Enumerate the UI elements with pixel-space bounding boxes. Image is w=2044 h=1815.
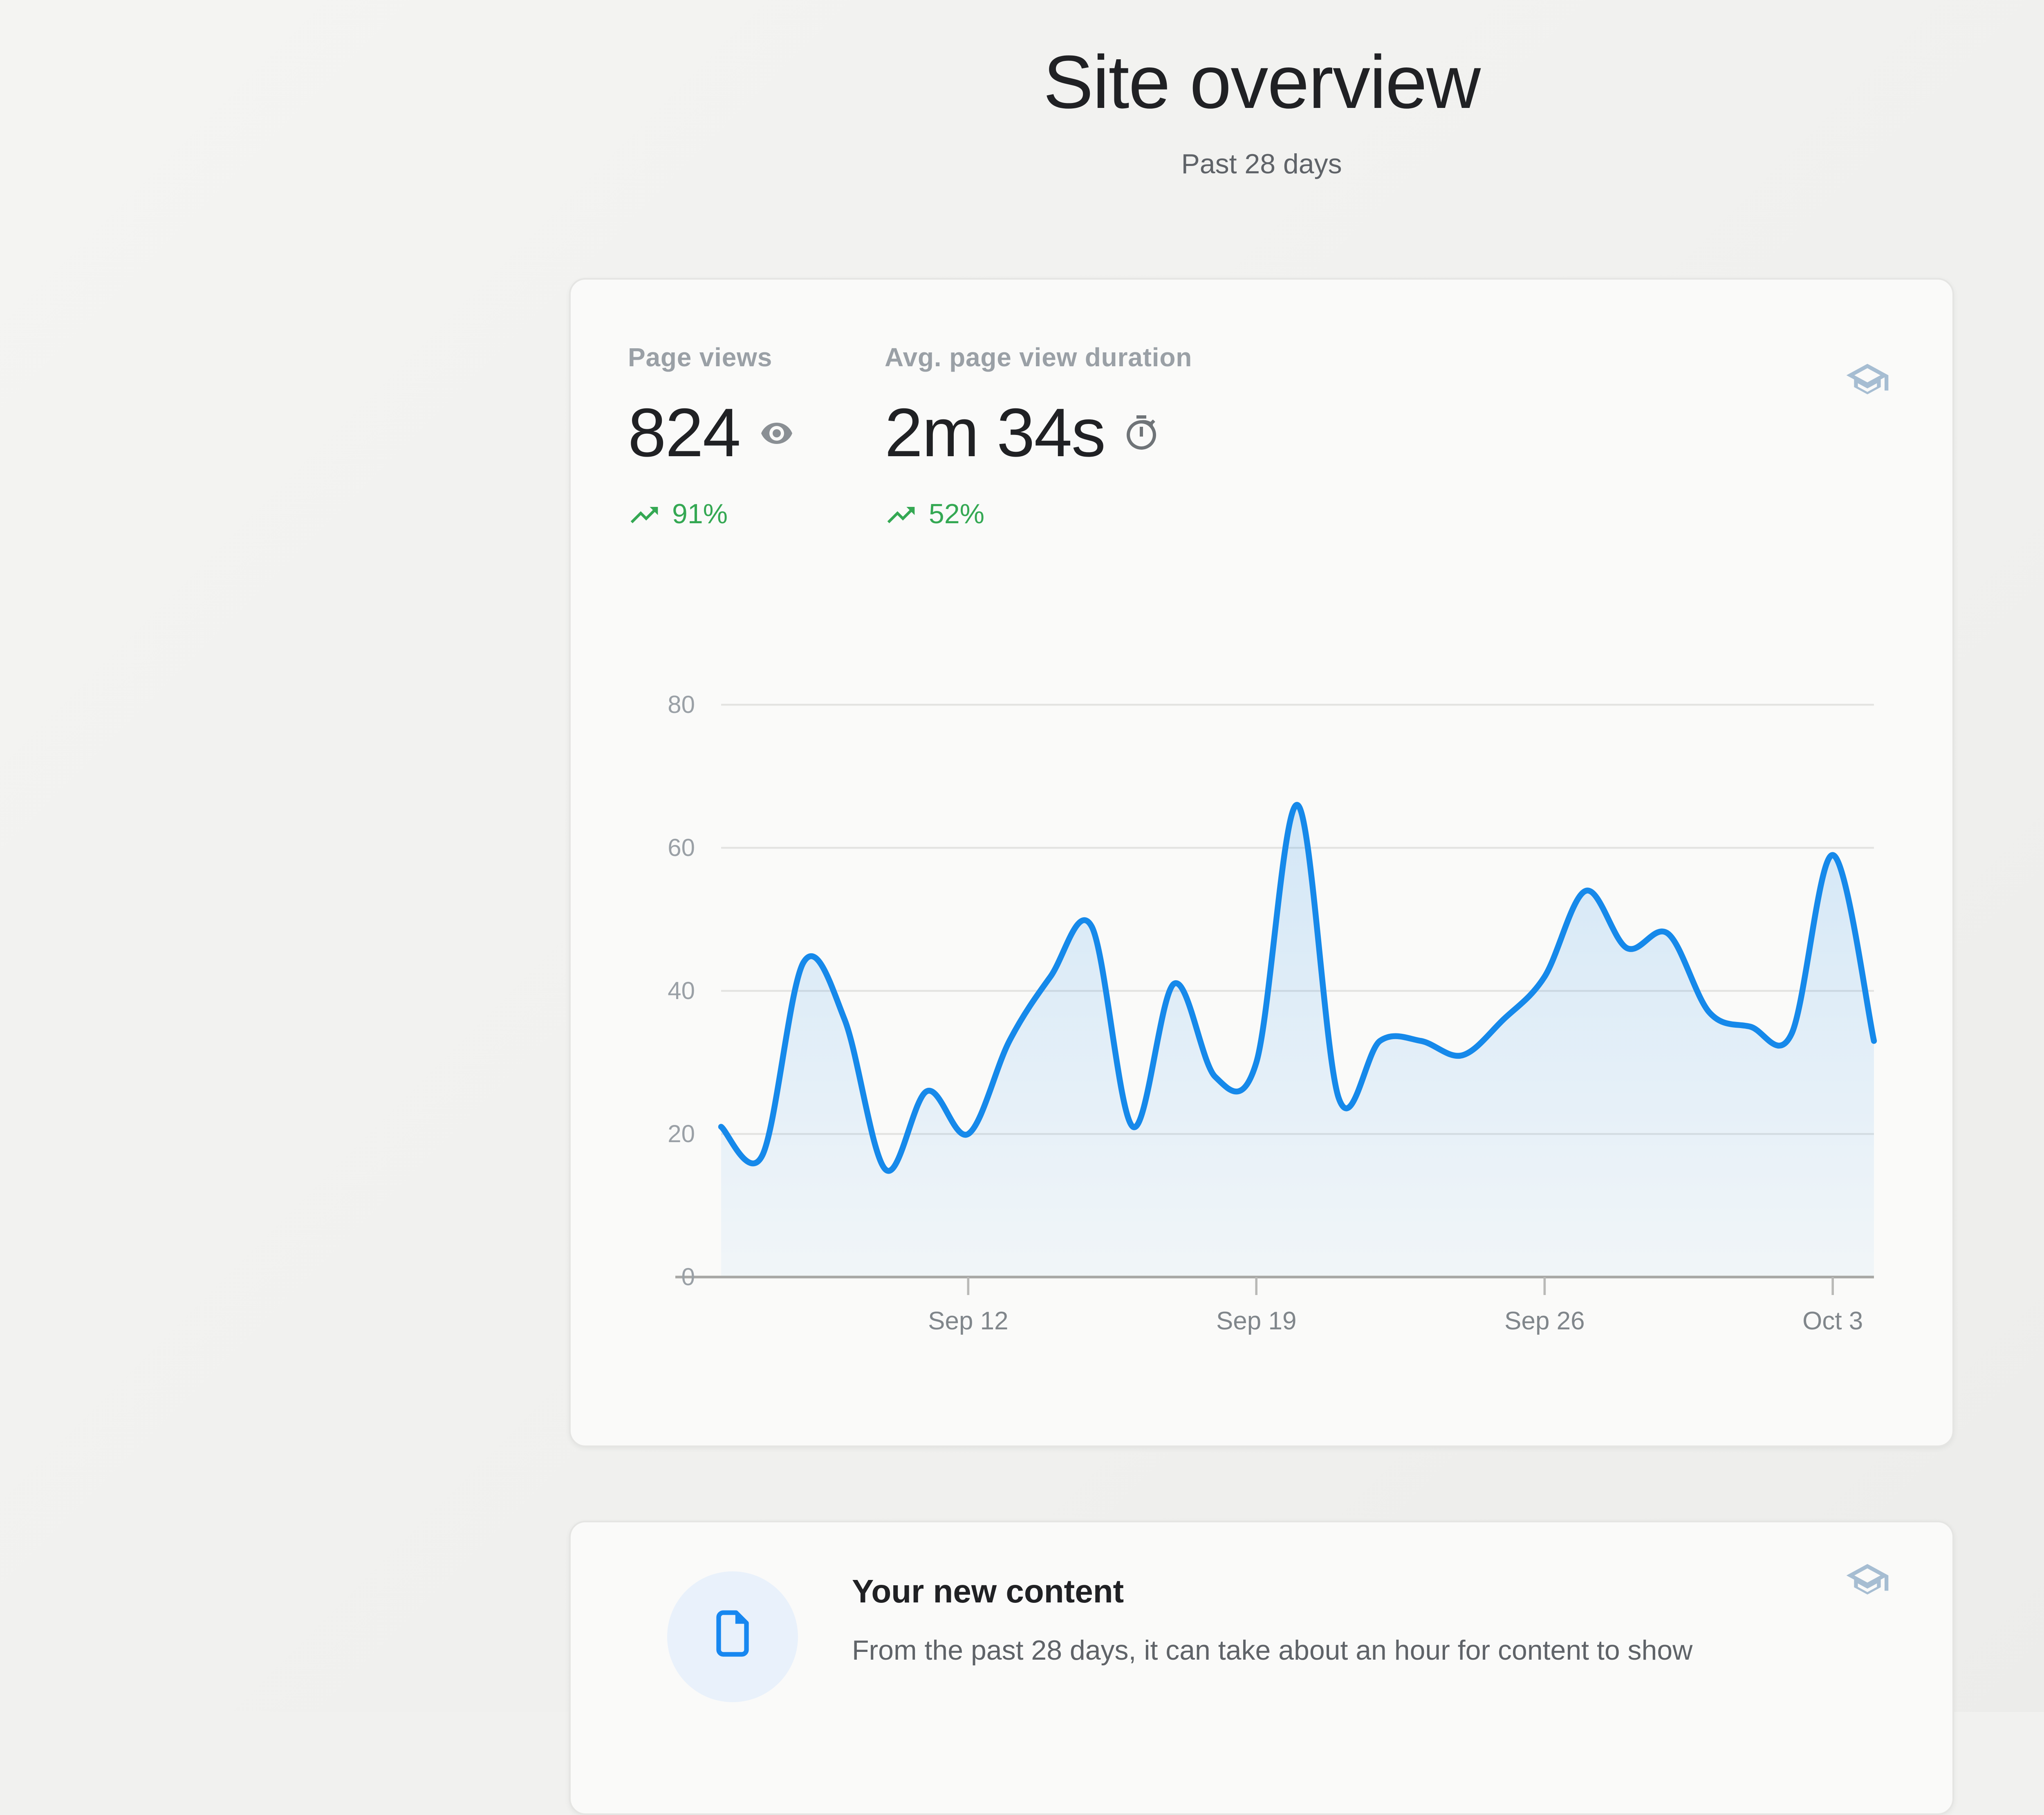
stat-page-views[interactable]: Page views 824 91% bbox=[628, 345, 796, 531]
trending-up-icon bbox=[885, 499, 917, 531]
page-subtitle: Past 28 days bbox=[1181, 148, 1342, 180]
new-content-description: From the past 28 days, it can take about… bbox=[852, 1635, 1693, 1666]
svg-text:40: 40 bbox=[668, 977, 695, 1004]
svg-text:Sep 26: Sep 26 bbox=[1504, 1307, 1585, 1335]
document-icon-circle bbox=[667, 1571, 798, 1702]
stat-value: 2m 34s bbox=[885, 394, 1106, 471]
stat-change: 52% bbox=[929, 499, 985, 530]
page-views-chart-svg[interactable]: Sep 12 Sep 19 Sep 26 Oct 3 0 20 40 60 80 bbox=[631, 680, 1890, 1351]
stat-avg-page-view-duration[interactable]: Avg. page view duration 2m 34s 52% bbox=[885, 345, 1192, 531]
svg-text:60: 60 bbox=[668, 834, 695, 861]
page-title: Site overview bbox=[1043, 39, 1481, 124]
svg-text:80: 80 bbox=[668, 691, 695, 718]
trending-up-icon bbox=[628, 499, 661, 531]
page-views-chart[interactable]: Sep 12 Sep 19 Sep 26 Oct 3 0 20 40 60 80 bbox=[631, 680, 1890, 1351]
svg-text:0: 0 bbox=[681, 1263, 695, 1291]
document-icon bbox=[705, 1605, 760, 1669]
your-new-content-card: Your new content From the past 28 days, … bbox=[569, 1521, 1954, 1815]
stat-label: Avg. page view duration bbox=[885, 345, 1192, 373]
graduation-cap-icon[interactable] bbox=[1845, 358, 1890, 404]
stopwatch-icon bbox=[1121, 414, 1161, 453]
svg-text:Sep 19: Sep 19 bbox=[1216, 1307, 1297, 1335]
svg-text:Oct 3: Oct 3 bbox=[1802, 1307, 1863, 1335]
site-overview-card: Page views 824 91% Avg. page view bbox=[569, 278, 1954, 1447]
stat-value: 824 bbox=[628, 394, 741, 471]
graduation-cap-icon[interactable] bbox=[1845, 1558, 1890, 1604]
svg-text:Sep 12: Sep 12 bbox=[928, 1307, 1009, 1335]
stat-change: 91% bbox=[672, 499, 728, 530]
stat-label: Page views bbox=[628, 345, 773, 373]
eye-icon bbox=[756, 414, 796, 453]
svg-text:20: 20 bbox=[668, 1120, 695, 1147]
new-content-title: Your new content bbox=[852, 1575, 1124, 1611]
page-header: Site overview Past 28 days bbox=[569, 39, 1954, 182]
